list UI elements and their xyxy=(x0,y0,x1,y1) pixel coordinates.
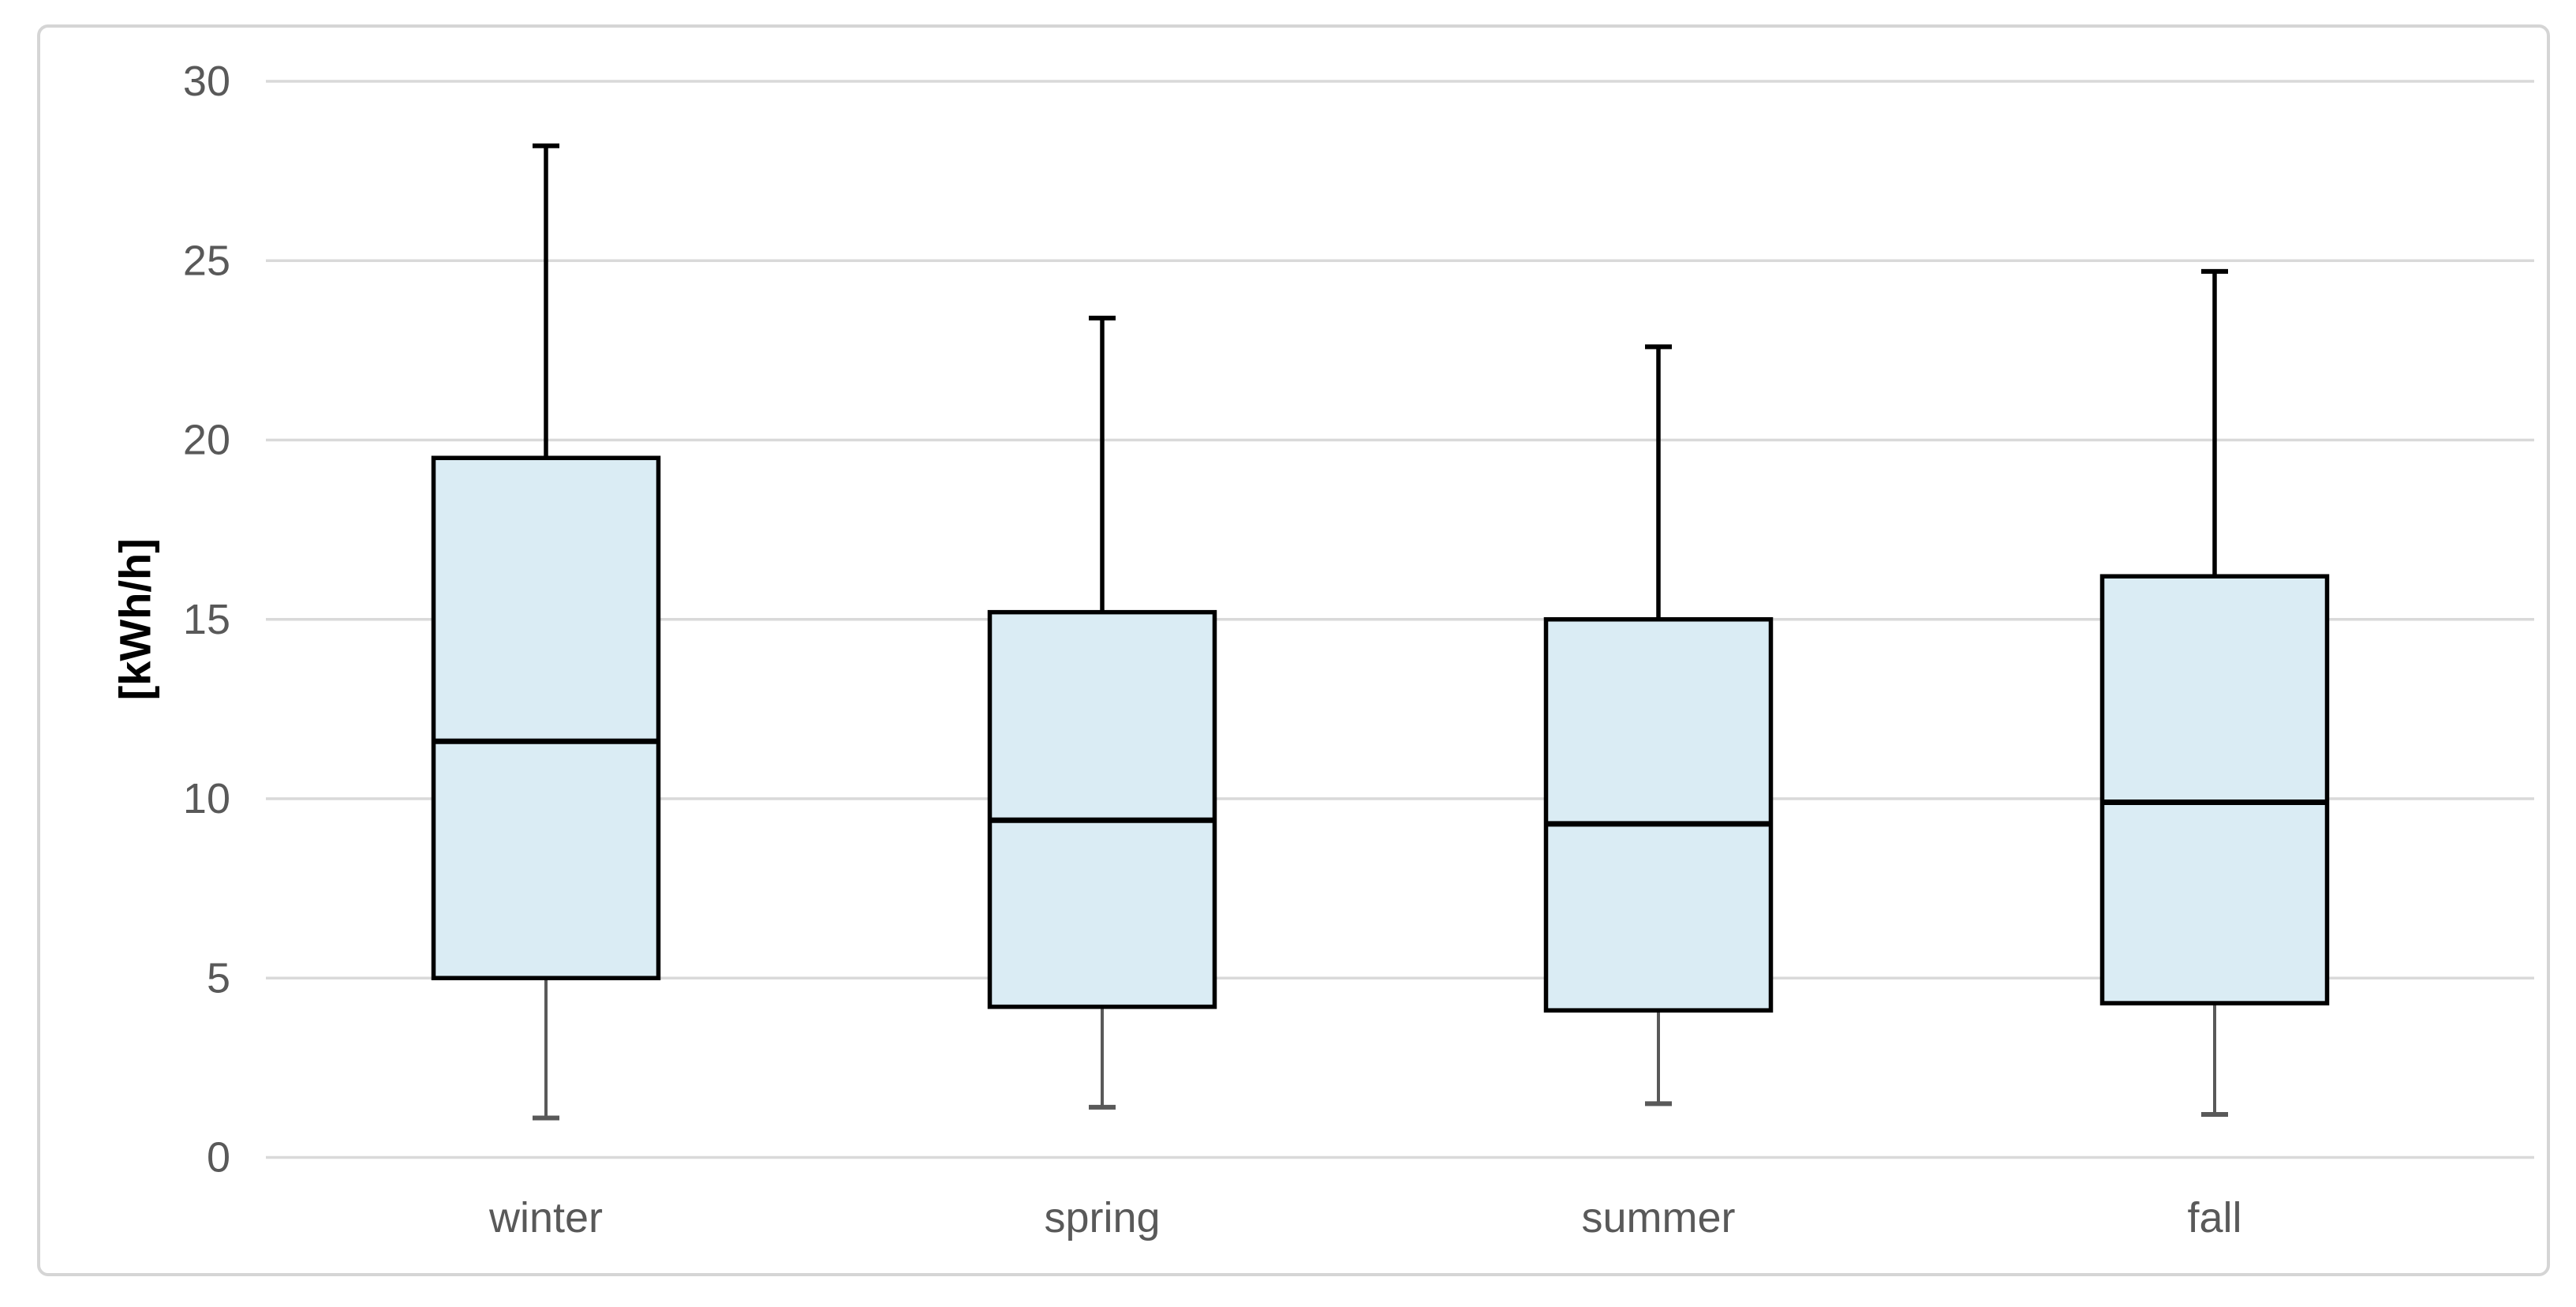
x-label-winter: winter xyxy=(488,1194,603,1241)
x-label-summer: summer xyxy=(1581,1194,1735,1241)
y-tick-label-20: 20 xyxy=(183,417,230,464)
y-tick-label-25: 25 xyxy=(183,237,230,284)
x-label-fall: fall xyxy=(2187,1194,2241,1241)
y-tick-label-5: 5 xyxy=(207,954,230,1002)
chart-frame-border xyxy=(37,24,2550,1276)
y-tick-label-30: 30 xyxy=(183,58,230,105)
box-winter xyxy=(431,455,661,980)
x-label-spring: spring xyxy=(1044,1194,1160,1241)
box-spring xyxy=(987,609,1217,1009)
box-summer xyxy=(1543,617,1774,1013)
y-tick-label-10: 10 xyxy=(183,775,230,822)
y-tick-label-15: 15 xyxy=(183,596,230,643)
box-fall xyxy=(2099,574,2330,1006)
y-axis-title: [kWh/h] xyxy=(110,538,160,700)
y-tick-label-0: 0 xyxy=(207,1134,230,1182)
